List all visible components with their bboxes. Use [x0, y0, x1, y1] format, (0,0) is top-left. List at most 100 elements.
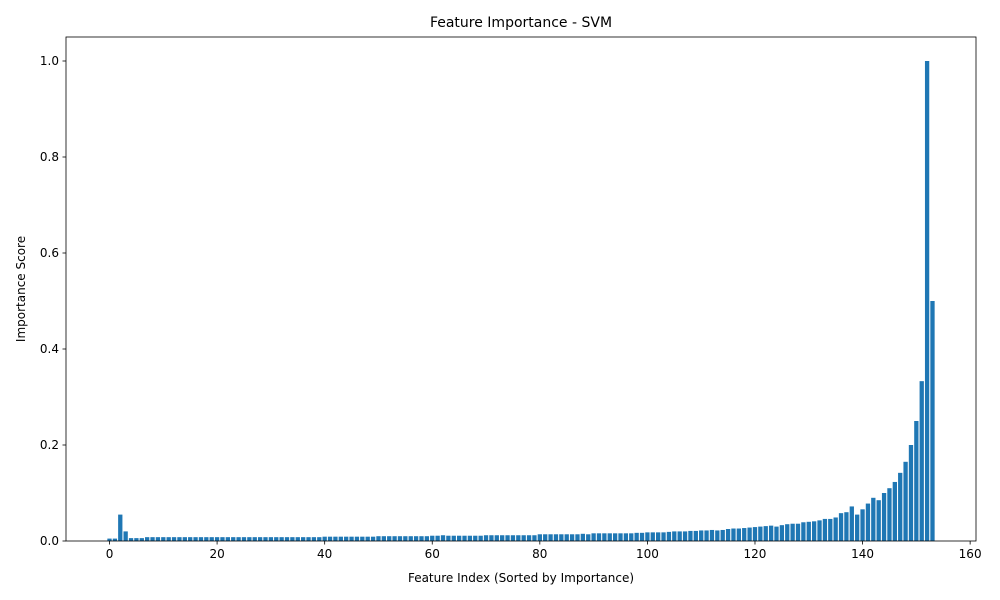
bar — [505, 535, 510, 541]
bar — [306, 537, 311, 541]
bar — [107, 538, 112, 541]
y-tick-label: 0.2 — [40, 438, 59, 452]
bar — [220, 537, 225, 541]
bar — [779, 525, 785, 541]
bar — [397, 536, 403, 541]
bar — [930, 301, 935, 541]
bar — [500, 535, 505, 541]
bar — [155, 537, 161, 541]
bar — [774, 526, 779, 541]
bar — [607, 533, 612, 541]
bar — [537, 534, 542, 541]
bar — [301, 537, 306, 541]
y-tick-label: 0.0 — [40, 534, 59, 548]
bar — [656, 532, 661, 541]
bar — [855, 514, 860, 541]
bar — [193, 537, 198, 541]
bar — [677, 531, 682, 541]
bar — [650, 532, 655, 541]
bar — [602, 533, 607, 541]
bar — [252, 537, 257, 541]
bar — [785, 524, 790, 541]
bar — [715, 530, 720, 541]
bar — [360, 536, 365, 541]
bar — [704, 530, 709, 541]
bar — [257, 537, 263, 541]
bar — [365, 536, 370, 541]
bar — [451, 535, 456, 541]
bar — [150, 537, 155, 541]
x-tick-label: 40 — [317, 547, 332, 561]
bar — [392, 536, 397, 541]
bar — [666, 531, 672, 541]
bar — [440, 535, 446, 541]
bar — [161, 537, 166, 541]
bar — [763, 526, 768, 541]
bar — [236, 537, 241, 541]
bar — [279, 537, 284, 541]
x-tick-label: 80 — [532, 547, 547, 561]
bar — [618, 533, 623, 541]
bar — [370, 536, 376, 541]
bar — [123, 531, 128, 541]
bar — [661, 532, 666, 541]
bar — [446, 535, 451, 541]
bar — [623, 533, 629, 541]
bar — [564, 534, 569, 541]
bar — [645, 532, 650, 541]
y-axis-label: Importance Score — [14, 236, 28, 342]
bar — [629, 533, 634, 541]
bar — [903, 461, 908, 541]
bar — [177, 537, 182, 541]
bar — [898, 472, 903, 541]
bar — [408, 536, 413, 541]
bar — [274, 537, 279, 541]
bar — [596, 533, 602, 541]
bar — [817, 520, 822, 541]
chart-title: Feature Importance - SVM — [430, 15, 612, 31]
bar — [693, 530, 698, 541]
bar — [204, 537, 209, 541]
bar — [424, 536, 430, 541]
bar — [790, 523, 795, 541]
bar — [548, 534, 553, 541]
bar — [908, 445, 914, 541]
bar — [914, 421, 919, 541]
bar — [758, 526, 763, 541]
bar — [865, 503, 871, 541]
bar — [532, 535, 537, 541]
bar — [376, 536, 381, 541]
bar — [166, 537, 171, 541]
bar — [209, 537, 214, 541]
bar — [580, 533, 586, 541]
bar — [924, 61, 930, 541]
bar — [134, 538, 139, 541]
bar — [198, 537, 204, 541]
bar — [494, 535, 499, 541]
bar — [290, 537, 295, 541]
bar — [225, 537, 231, 541]
bar — [822, 518, 828, 541]
bar — [263, 537, 268, 541]
bar — [387, 536, 392, 541]
bar — [688, 530, 693, 541]
bar — [795, 523, 801, 541]
bar — [214, 537, 220, 541]
bar — [489, 535, 494, 541]
x-tick-label: 60 — [425, 547, 440, 561]
bar — [521, 535, 526, 541]
bar — [462, 535, 467, 541]
bar — [860, 509, 865, 541]
bar — [510, 535, 516, 541]
bar — [322, 536, 327, 541]
bar — [403, 536, 408, 541]
y-tick-label: 0.8 — [40, 150, 59, 164]
bar — [725, 529, 731, 541]
bar — [634, 532, 639, 541]
bar — [171, 537, 177, 541]
bar — [569, 534, 575, 541]
bar — [586, 534, 591, 541]
bar — [317, 537, 322, 541]
bar — [752, 527, 758, 541]
